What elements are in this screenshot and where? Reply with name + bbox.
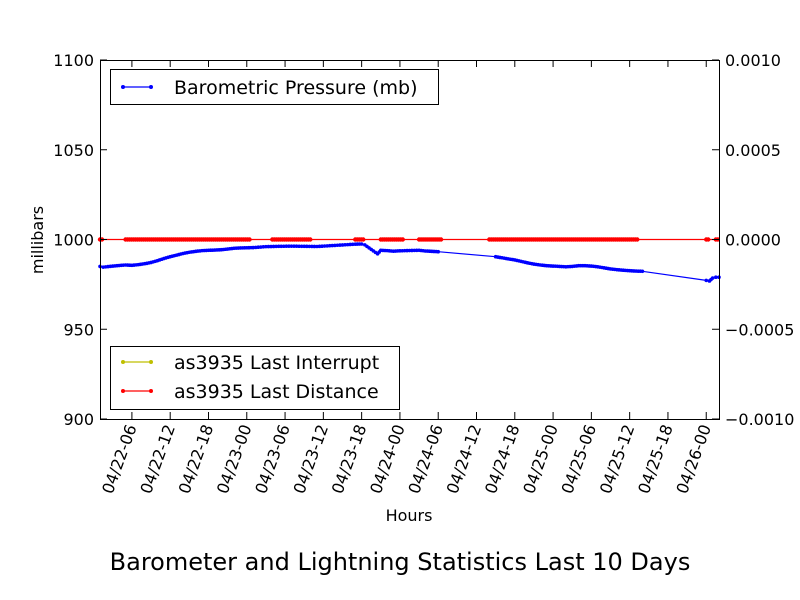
legend-label-interrupt: as3935 Last Interrupt	[174, 352, 379, 374]
left-tick-label: 1050	[53, 141, 94, 160]
legend-lower-frame	[110, 346, 400, 410]
right-tick-label: −0.0010	[725, 410, 794, 429]
point-pressure	[276, 244, 281, 249]
point-pressure	[251, 245, 255, 250]
point-pressure	[343, 242, 347, 247]
legend-lower: as3935 Last Interrupt as3935 Last Distan…	[110, 346, 400, 410]
point-distance	[400, 237, 405, 242]
point-pressure	[320, 244, 324, 248]
legend-swatch-interrupt-marker-end	[149, 360, 153, 364]
point-pressure	[287, 244, 291, 248]
point-pressure	[269, 244, 273, 249]
point-pressure	[261, 245, 266, 249]
point-pressure	[304, 244, 309, 249]
right-tick-label: 0.0005	[725, 141, 781, 160]
point-pressure	[266, 244, 271, 249]
tick-marks	[100, 59, 719, 420]
point-pressure	[297, 244, 301, 249]
point-pressure	[338, 243, 342, 247]
point-pressure	[340, 243, 345, 247]
right-tick-label: −0.0005	[725, 320, 794, 339]
point-pressure	[348, 242, 352, 247]
point-pressure	[330, 243, 335, 248]
point-pressure	[253, 245, 258, 250]
legend-swatch-pressure-marker-end	[149, 85, 153, 89]
point-pressure	[317, 244, 322, 249]
point-pressure	[312, 244, 317, 249]
point-pressure	[281, 244, 286, 249]
point-pressure	[714, 275, 718, 279]
chart-title: Barometer and Lightning Statistics Last …	[110, 548, 691, 576]
point-pressure	[345, 242, 350, 247]
point-pressure	[350, 242, 355, 247]
point-pressure	[710, 276, 715, 280]
point-pressure	[333, 243, 337, 248]
right-tick-label: 0.0010	[725, 51, 781, 70]
point-pressure	[299, 244, 304, 249]
point-pressure	[294, 244, 299, 249]
point-pressure	[289, 244, 294, 248]
point-pressure	[284, 244, 289, 249]
point-pressure	[640, 269, 645, 274]
x-axis-label: Hours	[386, 506, 433, 525]
point-pressure	[256, 245, 261, 250]
legend-upper: Barometric Pressure (mb)	[110, 69, 439, 105]
point-pressure	[292, 244, 296, 248]
point-pressure	[307, 244, 312, 249]
point-pressure	[274, 244, 278, 249]
plot-frame	[100, 60, 720, 420]
point-pressure	[335, 243, 340, 248]
point-pressure	[310, 244, 314, 249]
legend-swatch-distance-marker-start	[121, 389, 125, 393]
legend-upper-frame	[110, 69, 439, 105]
left-axis-tick-labels: 900 950 1000 1050 1100	[53, 51, 94, 429]
point-pressure	[327, 243, 332, 248]
left-tick-label: 900	[63, 410, 94, 429]
left-tick-label: 1100	[53, 51, 94, 70]
left-tick-label: 950	[63, 320, 94, 339]
point-distance	[635, 237, 640, 242]
point-distance	[706, 237, 711, 242]
point-pressure	[259, 245, 263, 249]
point-pressure	[302, 244, 307, 249]
legend-swatch-interrupt-marker-start	[121, 360, 125, 364]
point-pressure	[325, 244, 329, 248]
point-distance	[247, 237, 252, 242]
point-pressure	[704, 278, 709, 283]
point-distance	[438, 237, 444, 242]
right-axis-tick-labels: −0.0010 −0.0005 0.0000 0.0005 0.0010	[725, 51, 794, 429]
plot-area	[97, 237, 721, 283]
legend-swatch-distance-marker-end	[149, 389, 153, 393]
left-tick-label: 1000	[53, 231, 94, 250]
legend-label-pressure: Barometric Pressure (mb)	[174, 77, 417, 99]
point-pressure	[322, 244, 327, 248]
point-distance	[308, 237, 313, 242]
point-distance	[361, 237, 366, 242]
point-pressure	[315, 244, 319, 249]
point-pressure	[264, 244, 268, 249]
point-pressure	[271, 244, 276, 249]
legend-label-distance: as3935 Last Distance	[174, 381, 379, 403]
y-axis-label: millibars	[28, 206, 47, 274]
point-pressure	[436, 249, 441, 254]
legend-swatch-pressure-marker-start	[121, 85, 125, 89]
point-pressure	[359, 242, 364, 246]
point-pressure	[279, 244, 284, 249]
right-tick-label: 0.0000	[725, 231, 781, 250]
